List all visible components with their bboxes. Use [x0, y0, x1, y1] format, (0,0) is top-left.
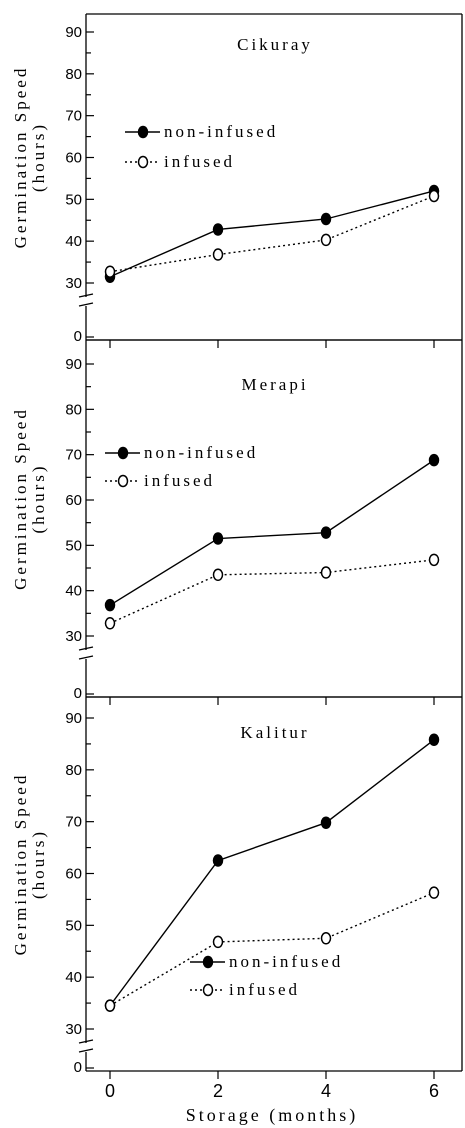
y-tick-label: 70 [65, 108, 82, 125]
legend-label: non-infused [164, 122, 278, 141]
chart-panel-merapi: 0 30 40 50 60 70 80 90 Merapi Germination Speed (h… [11, 339, 463, 705]
axis-break-mark [78, 655, 94, 660]
y-tick-label: 30 [65, 1021, 82, 1038]
data-point-infused [320, 566, 332, 579]
legend-marker-infused [117, 474, 129, 488]
y-tick-label: 80 [65, 66, 82, 83]
data-point-infused [428, 886, 440, 899]
y-axis-label: Germination Speed [11, 66, 30, 249]
y-tick-label: 60 [65, 150, 82, 167]
series-line-non-infused [109, 459, 435, 606]
legend-marker-non-infused [137, 125, 149, 139]
y-tick-label: 0 [74, 685, 82, 702]
x-tick-label: 6 [429, 1081, 439, 1101]
data-point-infused [104, 617, 116, 630]
chart-panel-cikuray: 0 30 40 50 60 70 80 90 Cikuray Germination Speed(… [11, 13, 463, 348]
data-point-infused [320, 233, 332, 247]
y-tick-label: 50 [65, 537, 82, 554]
data-point-non-infused [104, 598, 116, 612]
axis-break-mark [78, 302, 94, 307]
data-point-non-infused [320, 526, 332, 539]
data-point-non-infused [428, 453, 440, 467]
legend-marker-non-infused [202, 955, 214, 969]
y-tick-label: 0 [74, 1059, 82, 1076]
y-tick-label: 40 [65, 583, 82, 600]
legend-label: non-infused [229, 952, 343, 971]
y-tick-label: 90 [65, 24, 82, 41]
data-point-infused [428, 553, 440, 567]
legend-marker-infused [137, 155, 149, 169]
chart-title: Cikuray [237, 35, 313, 54]
y-axis-label: Germination Speed [11, 773, 30, 956]
chart-panel-kalitur: 0 30 40 50 60 70 80 90 Kalitur Germination Speed(… [11, 696, 463, 1079]
x-tick-label: 4 [321, 1081, 331, 1101]
axis-break-mark [78, 1039, 94, 1044]
y-tick-label: 40 [65, 233, 82, 250]
data-point-non-infused [320, 816, 332, 829]
x-tick-label: 2 [213, 1081, 223, 1101]
data-point-infused [104, 265, 116, 278]
x-axis-label: Storage (months) [186, 1105, 358, 1126]
y-tick-label: 80 [65, 762, 82, 779]
data-point-non-infused [212, 854, 224, 867]
data-point-infused [104, 999, 116, 1012]
y-tick-label: 70 [65, 814, 82, 831]
y-tick-label: 80 [65, 401, 82, 418]
axis-break-mark [78, 293, 94, 298]
data-point-non-infused [320, 212, 332, 226]
y-tick-label: 70 [65, 447, 82, 464]
data-point-infused [212, 935, 224, 949]
chart-title: Kalitur [240, 723, 309, 742]
data-point-non-infused [428, 733, 440, 747]
legend-label: infused [144, 471, 215, 490]
y-tick-label: 90 [65, 710, 82, 727]
data-point-infused [428, 189, 440, 203]
y-tick-label: 60 [65, 492, 82, 509]
legend-label: infused [229, 980, 300, 999]
legend-label: non-infused [144, 443, 258, 462]
data-point-non-infused [212, 223, 224, 236]
data-point-infused [212, 248, 224, 261]
series-line-infused [109, 559, 435, 624]
legend-label: infused [164, 152, 235, 171]
series-line-non-infused [109, 190, 435, 278]
chart-title: Merapi [241, 375, 308, 394]
y-tick-label: 30 [65, 275, 82, 292]
legend-marker-infused [202, 983, 214, 997]
y-axis-unit: (hours) [29, 122, 48, 192]
data-point-infused [320, 932, 332, 945]
y-tick-label: 60 [65, 866, 82, 883]
y-axis-unit: (hours) [29, 463, 48, 533]
data-point-non-infused [212, 532, 224, 545]
y-tick-label: 90 [65, 356, 82, 373]
data-point-infused [212, 568, 224, 582]
y-axis-unit: (hours) [29, 829, 48, 899]
series-line-non-infused [109, 739, 435, 1007]
y-axis-label: Germination Speed [11, 407, 30, 590]
axis-break-mark [78, 1048, 94, 1053]
x-axis: 0 2 4 6 Storage (months) [105, 1081, 439, 1126]
legend-marker-non-infused [117, 446, 129, 460]
y-tick-label: 40 [65, 969, 82, 986]
y-tick-label: 50 [65, 917, 82, 934]
y-tick-label: 50 [65, 191, 82, 208]
axis-break-mark [78, 646, 94, 651]
series-line-infused [109, 195, 435, 273]
x-tick-label: 0 [105, 1081, 115, 1101]
y-tick-label: 0 [74, 328, 82, 345]
y-tick-label: 30 [65, 628, 82, 645]
